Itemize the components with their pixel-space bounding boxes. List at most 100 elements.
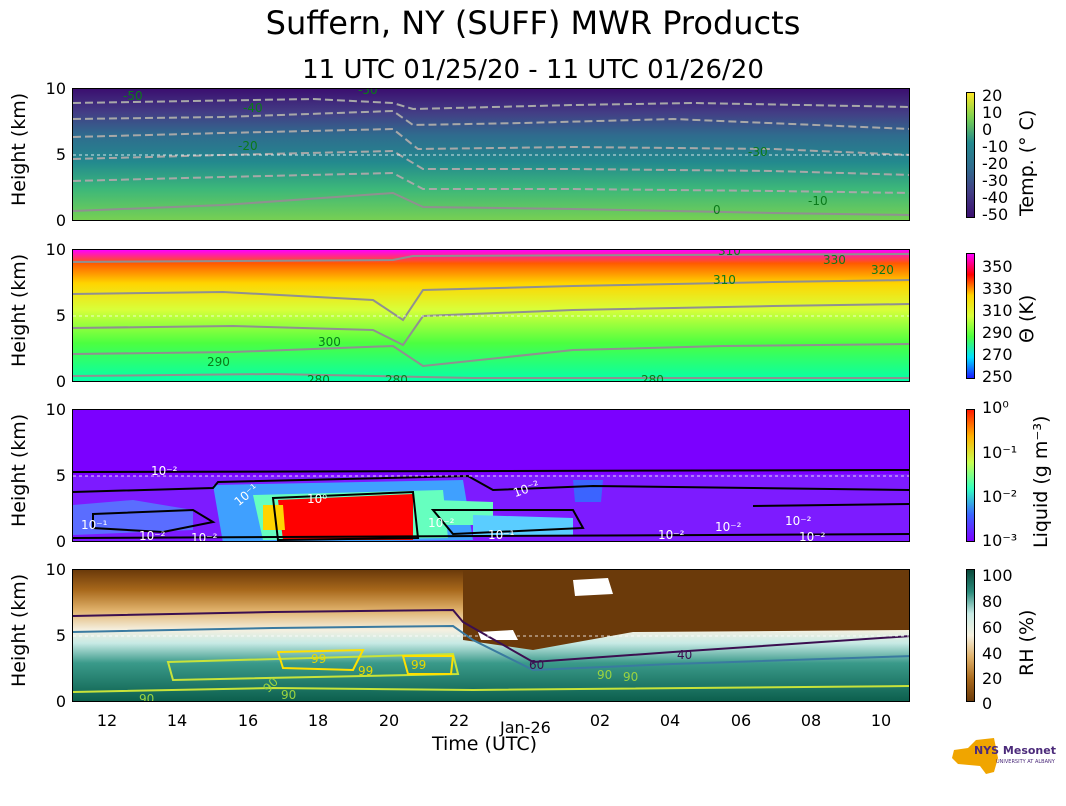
contour-label: 10⁻² bbox=[151, 464, 178, 478]
colorbar-tick: 80 bbox=[982, 592, 1003, 611]
contour-label: 330 bbox=[823, 253, 846, 267]
contour-label: 10⁻¹ bbox=[81, 518, 108, 532]
colorbar-tick: 10⁰ bbox=[982, 398, 1009, 417]
contour-label: -40 bbox=[243, 101, 263, 115]
colorbar-tick: -30 bbox=[982, 171, 1009, 190]
colorbar-title: Liquid (g m⁻³) bbox=[1030, 415, 1052, 548]
liquid-plot bbox=[73, 410, 909, 541]
contour-label: 10⁰ bbox=[307, 492, 328, 506]
contour-label: 10⁻² bbox=[191, 531, 218, 542]
colorbar-tick: 60 bbox=[982, 618, 1003, 637]
y-tick: 5 bbox=[55, 145, 66, 164]
x-tick: 08 bbox=[800, 711, 822, 730]
colorbar-title: Θ (K) bbox=[1016, 294, 1038, 343]
theta-panel: 310 330 320 310 300 290 280 280 280 bbox=[72, 249, 910, 382]
temperature-panel: -50 -40 -50 -20 -30 0 -10 bbox=[72, 88, 910, 221]
contour-label: 90 bbox=[623, 670, 639, 684]
y-tick: 0 bbox=[55, 372, 66, 391]
nys-mesonet-logo: NYS Mesonet UNIVERSITY AT ALBANY bbox=[950, 738, 1060, 778]
colorbar-tick: 20 bbox=[982, 86, 1003, 105]
contour-label: 90 bbox=[139, 692, 155, 702]
y-tick: 0 bbox=[55, 211, 66, 230]
y-tick: 5 bbox=[55, 626, 66, 645]
state-shape-icon bbox=[952, 738, 998, 774]
theta-colorbar bbox=[966, 253, 975, 379]
x-tick: 10 bbox=[870, 711, 892, 730]
contour-label: -10 bbox=[808, 194, 828, 208]
colorbar-tick: -40 bbox=[982, 188, 1009, 207]
colorbar-tick: 10⁻³ bbox=[982, 531, 1018, 550]
x-tick: 06 bbox=[730, 711, 752, 730]
contour-label: 10⁻¹ bbox=[488, 528, 515, 542]
contour-label: 40 bbox=[677, 648, 693, 662]
rh-plot bbox=[73, 570, 909, 701]
contour-label: 10⁻² bbox=[715, 520, 742, 534]
contour-label: -50 bbox=[358, 88, 378, 97]
colorbar-tick: 10 bbox=[982, 103, 1003, 122]
y-tick: 10 bbox=[45, 400, 66, 419]
colorbar-tick: 0 bbox=[982, 694, 993, 713]
contour-label: 320 bbox=[871, 263, 894, 277]
rh-colorbar bbox=[966, 569, 975, 702]
y-tick: 10 bbox=[45, 79, 66, 98]
x-tick: 18 bbox=[307, 711, 329, 730]
date-label: Jan-26 bbox=[500, 718, 551, 737]
contour-label: 10⁻² bbox=[139, 529, 166, 542]
contour-label: 60 bbox=[529, 658, 545, 672]
colorbar-tick: 310 bbox=[982, 301, 1013, 320]
x-tick: 14 bbox=[166, 711, 188, 730]
contour-label: 300 bbox=[318, 335, 341, 349]
colorbar-tick: 270 bbox=[982, 345, 1013, 364]
contour-label: 280 bbox=[385, 373, 408, 382]
contour-label: 280 bbox=[641, 373, 664, 382]
colorbar-tick: 10⁻¹ bbox=[982, 443, 1018, 462]
colorbar-tick: 20 bbox=[982, 669, 1003, 688]
colorbar-tick: 250 bbox=[982, 367, 1013, 386]
colorbar-tick: 10⁻² bbox=[982, 487, 1018, 506]
contour-label: 290 bbox=[207, 355, 230, 369]
contour-label: 90 bbox=[597, 668, 613, 682]
chart-title: Suffern, NY (SUFF) MWR Products bbox=[265, 4, 801, 42]
colorbar-title: Temp. (° C) bbox=[1016, 109, 1038, 216]
colorbar-tick: 100 bbox=[982, 566, 1013, 585]
logo-text: NYS Mesonet bbox=[974, 744, 1056, 757]
colorbar-tick: 350 bbox=[982, 257, 1013, 276]
contour-label: 10⁻² bbox=[799, 530, 826, 542]
contour-label: -30 bbox=[748, 145, 768, 159]
colorbar-tick: -50 bbox=[982, 205, 1009, 224]
x-tick: 20 bbox=[378, 711, 400, 730]
contour-label: -20 bbox=[238, 139, 258, 153]
temperature-plot bbox=[73, 89, 909, 220]
contour-label: 0 bbox=[713, 203, 721, 217]
x-tick: 16 bbox=[237, 711, 259, 730]
x-axis-label: Time (UTC) bbox=[432, 733, 538, 755]
x-tick: 04 bbox=[659, 711, 681, 730]
x-tick: 22 bbox=[448, 711, 470, 730]
colorbar-title: RH (%) bbox=[1016, 609, 1038, 676]
y-tick: 0 bbox=[55, 692, 66, 711]
contour-label: 310 bbox=[713, 273, 736, 287]
contour-label: 10⁻² bbox=[785, 514, 812, 528]
contour-label: 10⁻² bbox=[658, 528, 685, 542]
x-tick: 12 bbox=[96, 711, 118, 730]
x-tick: 02 bbox=[589, 711, 611, 730]
logo-subtext: UNIVERSITY AT ALBANY bbox=[996, 759, 1055, 765]
colorbar-tick: 0 bbox=[982, 120, 993, 139]
colorbar-tick: 290 bbox=[982, 323, 1013, 342]
rh-panel: 99 99 99 90 90 90 60 40 90 90 bbox=[72, 569, 910, 702]
colorbar-tick: 40 bbox=[982, 644, 1003, 663]
y-tick: 0 bbox=[55, 532, 66, 551]
contour-label: 10⁻² bbox=[428, 516, 455, 530]
colorbar-tick: 330 bbox=[982, 279, 1013, 298]
contour-label: 99 bbox=[311, 652, 327, 666]
y-tick: 10 bbox=[45, 240, 66, 259]
contour-label: 90 bbox=[281, 688, 297, 702]
contour-label: 280 bbox=[307, 373, 330, 382]
liquid-panel: 10⁻² 10⁻¹ 10⁰ 10⁻² 10⁻¹ 10⁻² 10⁻² 10⁻¹ 1… bbox=[72, 409, 910, 542]
colorbar-tick: -10 bbox=[982, 137, 1009, 156]
contour-label: -50 bbox=[123, 89, 143, 103]
y-tick: 10 bbox=[45, 560, 66, 579]
contour-label: 310 bbox=[718, 249, 741, 258]
contour-label: 99 bbox=[411, 658, 427, 672]
contour-label: 99 bbox=[358, 664, 374, 678]
